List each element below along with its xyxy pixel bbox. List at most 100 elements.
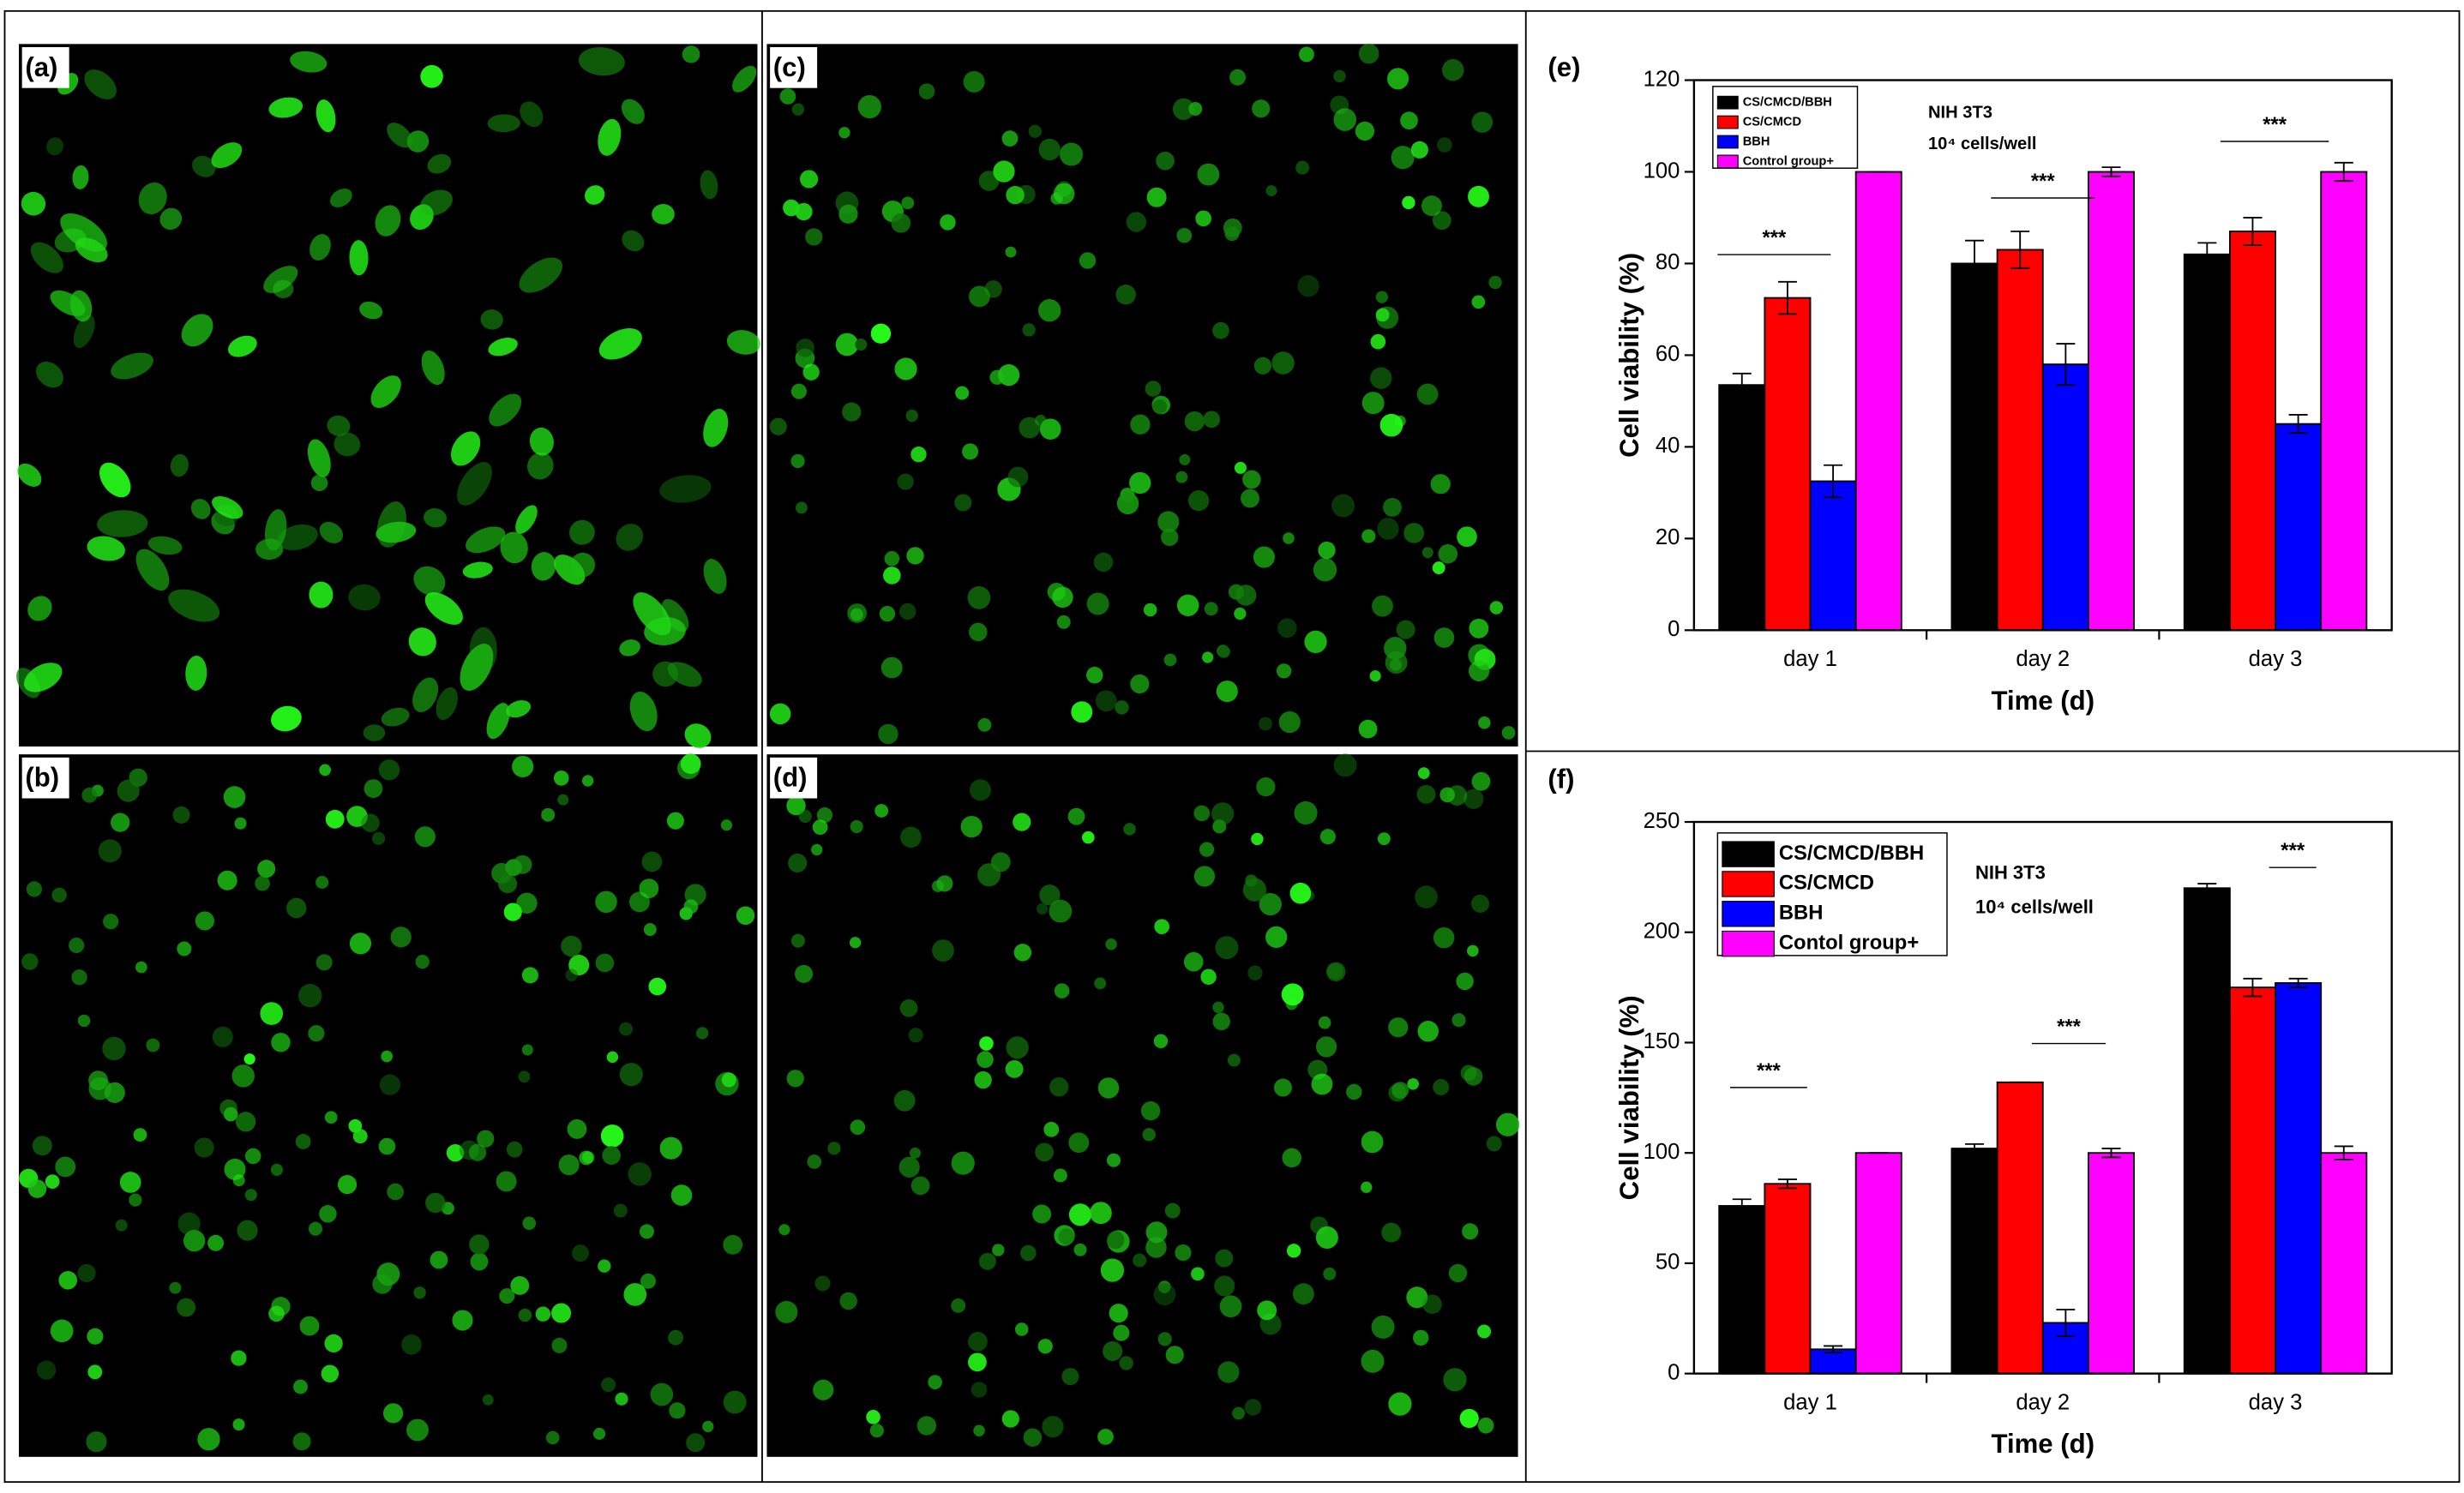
- cell: [1005, 246, 1017, 258]
- cell: [1489, 601, 1504, 615]
- cell: [1146, 187, 1167, 207]
- cell: [197, 1428, 220, 1451]
- cell: [897, 473, 914, 490]
- cell: [595, 890, 617, 914]
- cell: [1229, 69, 1247, 86]
- cell: [430, 1250, 448, 1269]
- cell: [1202, 651, 1214, 663]
- cell: [619, 1063, 643, 1087]
- cell: [891, 213, 911, 233]
- error-bar: [2334, 161, 2353, 183]
- cell: [963, 71, 985, 93]
- cell: [223, 786, 246, 808]
- cell: [1032, 1204, 1052, 1224]
- cell: [769, 417, 787, 435]
- cell: [337, 1174, 358, 1195]
- cell: [1115, 700, 1129, 715]
- cell: [1451, 1013, 1466, 1028]
- x-axis-label: Time (d): [1991, 686, 2094, 716]
- cell: [1396, 620, 1415, 639]
- legend-swatch: [1722, 930, 1775, 957]
- cell: [641, 851, 663, 872]
- cell: [1370, 333, 1386, 350]
- cell: [36, 361, 63, 388]
- cell: [1286, 1244, 1301, 1258]
- cell: [998, 364, 1020, 387]
- cell: [769, 703, 791, 725]
- cell: [489, 393, 522, 427]
- error-bar: [2101, 1148, 2121, 1159]
- cell: [349, 240, 369, 276]
- x-tick-label: day 1: [1783, 647, 1837, 671]
- cell: [1005, 1059, 1024, 1078]
- cell: [606, 1051, 619, 1064]
- cell: [971, 1382, 988, 1398]
- cell: [898, 603, 916, 621]
- cell: [1416, 784, 1436, 804]
- error-bar: [1965, 1142, 1985, 1154]
- cell: [1007, 466, 1029, 488]
- cell: [1383, 497, 1402, 517]
- cell: [496, 1171, 517, 1192]
- cell: [732, 65, 757, 93]
- cell: [510, 1276, 530, 1295]
- cell: [470, 1252, 489, 1271]
- cell: [424, 508, 447, 528]
- cell: [1188, 490, 1210, 512]
- cell: [1389, 658, 1403, 671]
- plot-frame: [1692, 79, 2393, 632]
- cell: [668, 1329, 683, 1346]
- annotation: NIH 3T3: [1928, 103, 1992, 122]
- y-tick-label: 0: [1668, 617, 1680, 641]
- cell: [520, 101, 544, 128]
- y-tick-label: 200: [1644, 920, 1680, 944]
- cell: [505, 859, 522, 877]
- cell: [50, 1319, 74, 1343]
- cell: [951, 1151, 975, 1175]
- cell: [1388, 1017, 1409, 1038]
- cell: [480, 309, 503, 330]
- cell: [1462, 1223, 1479, 1240]
- cell: [786, 1070, 804, 1088]
- cell: [1370, 367, 1392, 389]
- cell: [900, 826, 922, 848]
- cell: [26, 881, 42, 897]
- cell: [1123, 823, 1136, 836]
- cell: [1219, 1295, 1242, 1318]
- cell: [521, 967, 538, 984]
- cell: [874, 804, 889, 818]
- cell: [1106, 1231, 1125, 1250]
- cell: [460, 644, 494, 691]
- cell: [1410, 141, 1428, 159]
- cell: [133, 1128, 147, 1142]
- cell: [232, 1418, 245, 1431]
- cell: [622, 99, 645, 124]
- cell: [962, 443, 979, 460]
- cell: [87, 1328, 104, 1345]
- cell: [207, 1234, 225, 1251]
- cell: [1477, 1418, 1494, 1434]
- cell: [212, 496, 243, 519]
- cell: [1176, 594, 1199, 617]
- bar: [1764, 1183, 1812, 1375]
- cell: [968, 1352, 987, 1372]
- cell: [257, 860, 276, 878]
- legend-label: Control group+: [1743, 154, 1834, 168]
- cell: [348, 584, 381, 611]
- cell: [290, 51, 328, 73]
- cell: [1477, 1324, 1492, 1339]
- cell: [1333, 753, 1357, 777]
- cell: [1448, 1263, 1468, 1283]
- cell: [260, 1002, 284, 1025]
- cell: [424, 591, 463, 625]
- error-bar: [1824, 464, 1843, 499]
- cell: [545, 1430, 560, 1445]
- cell: [1439, 787, 1455, 803]
- bar-chart: (e) 0 20 40 60 80 100 120 day 1 *** day 2 *** day 3 *…: [1548, 52, 2393, 716]
- cell: [1215, 1249, 1234, 1268]
- cell: [1459, 1408, 1479, 1429]
- cell: [1253, 357, 1272, 375]
- cell: [390, 926, 412, 948]
- cell: [1161, 528, 1179, 546]
